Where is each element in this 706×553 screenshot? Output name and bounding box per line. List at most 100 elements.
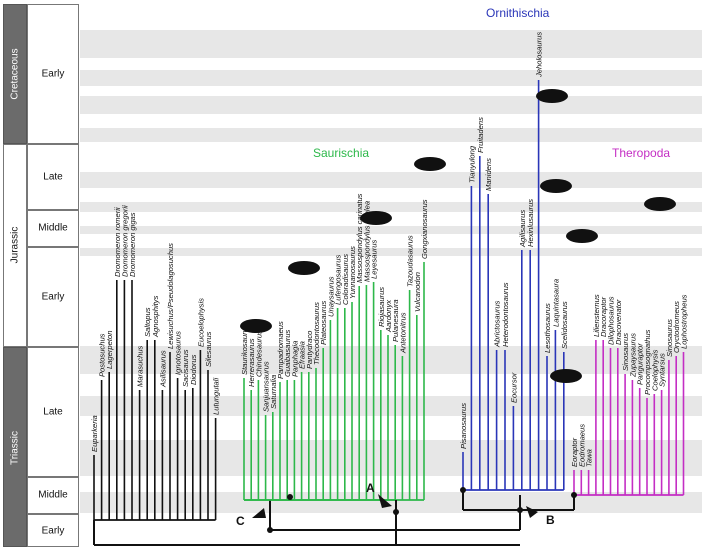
taxon-label: Postosuchus bbox=[98, 333, 107, 377]
epoch-label-cretaceous-early: Early bbox=[41, 68, 65, 80]
period-cell-cretaceous bbox=[3, 4, 27, 144]
taxon-label: Eucoelophysis bbox=[196, 298, 205, 347]
time-band bbox=[80, 226, 702, 234]
taxon-label: Panguraptor bbox=[636, 343, 645, 385]
taxon-label: Heterodontosaurus bbox=[501, 282, 510, 347]
epoch-cell-jurassic-middle bbox=[27, 210, 79, 247]
taxon-label: Gongxianosaurus bbox=[420, 199, 429, 259]
taxon-label: Herrerasaurus bbox=[247, 338, 256, 387]
taxon-label: Dromomeron romerii bbox=[113, 207, 122, 277]
dinosaur-silhouette-icon bbox=[550, 369, 582, 383]
taxon-label: Vulcanodon bbox=[413, 272, 422, 312]
node-marker-arrow-c bbox=[252, 508, 266, 518]
epoch-label-jurassic-middle: Middle bbox=[38, 222, 68, 234]
epoch-cell-cretaceous-early bbox=[27, 4, 79, 144]
taxon-label: Tawa bbox=[585, 449, 594, 467]
taxon-label: Pisanosaurus bbox=[459, 403, 468, 449]
dinosaur-silhouette-icon bbox=[540, 179, 572, 193]
taxon-label: Laquintasaura bbox=[551, 279, 560, 327]
node-marker-arrow-b bbox=[526, 506, 538, 518]
taxon-label: Fruitadens bbox=[476, 117, 485, 153]
taxon-label: Dracoraptor bbox=[599, 296, 608, 337]
epoch-label-triassic-late: Late bbox=[43, 406, 63, 418]
taxon-label: Saltopus bbox=[143, 307, 152, 337]
dinosaur-silhouette-icon bbox=[360, 211, 392, 225]
taxon-label: Asilisaurus bbox=[158, 350, 167, 388]
epoch-label-triassic-early: Early bbox=[41, 525, 65, 537]
node-dot bbox=[393, 509, 399, 515]
taxon-label: Lutungutali bbox=[212, 378, 221, 415]
dinosaur-silhouette-icon bbox=[414, 157, 446, 171]
time-band bbox=[80, 396, 702, 416]
taxon-label: Procompsognathus bbox=[643, 329, 652, 395]
taxon-label: Riojasaurus bbox=[377, 287, 386, 327]
taxon-label: Eocursor bbox=[509, 372, 518, 403]
taxon-label: Scelidosaurus bbox=[560, 301, 569, 349]
taxon-label: Saturnalia bbox=[269, 375, 278, 409]
epoch-label-jurassic-late: Late bbox=[43, 171, 63, 183]
taxon-label: Pantydraco bbox=[305, 331, 314, 369]
epoch-label-jurassic-early: Early bbox=[41, 291, 65, 303]
taxon-label: Dromomeron gregorii bbox=[120, 205, 129, 277]
taxon-label: Syntarsus bbox=[658, 353, 667, 387]
taxon-label: Tianyulong bbox=[467, 145, 476, 183]
taxon-label: Dilophosaurus bbox=[607, 296, 616, 345]
group-label-saurischia: Saurischia bbox=[313, 146, 370, 160]
taxon-label: Yunnanosaurus bbox=[348, 246, 357, 299]
taxon-label: Ignotosaurus bbox=[174, 331, 183, 375]
dinosaur-silhouette-icon bbox=[240, 319, 272, 333]
taxon-label: Liliensternus bbox=[592, 294, 601, 337]
taxon-label: Oryctodromeus bbox=[672, 301, 681, 353]
taxon-label: Chindesaurus bbox=[254, 330, 263, 377]
taxon-label: Staurikosaurus bbox=[240, 324, 249, 375]
taxon-label: Agilisaurus bbox=[518, 210, 527, 248]
node-marker-label-b: B bbox=[546, 513, 555, 527]
taxon-label: Coelophysis bbox=[650, 349, 659, 391]
group-label-theropoda: Theropoda bbox=[612, 146, 671, 160]
taxon-label: Eodromaeus bbox=[577, 424, 586, 467]
taxon-label: Agnosphitys bbox=[151, 295, 160, 338]
taxon-label: Sinosaurus bbox=[621, 333, 630, 371]
period-label-jurassic: Jurassic bbox=[9, 226, 21, 264]
taxon-label: Dromomeron gigas bbox=[128, 212, 137, 277]
time-band bbox=[80, 492, 702, 513]
node-dot bbox=[287, 494, 293, 500]
taxon-label: Eoraptor bbox=[570, 437, 579, 467]
taxon-label: Hexinlusaurus bbox=[526, 199, 535, 247]
taxon-label: Zupaysaurus bbox=[628, 333, 637, 378]
taxon-label: Jeholosaurus bbox=[535, 32, 544, 78]
epoch-cell-triassic-middle bbox=[27, 477, 79, 514]
time-band bbox=[80, 346, 702, 374]
taxon-label: Pampadromaeus bbox=[276, 321, 285, 379]
time-band bbox=[80, 202, 702, 212]
node-marker-arrow-a bbox=[378, 494, 392, 508]
time-band bbox=[80, 96, 702, 114]
taxon-label: Marasuchus bbox=[136, 345, 145, 387]
node-dot bbox=[460, 487, 466, 493]
node-marker-label-a: A bbox=[366, 481, 375, 495]
time-band bbox=[80, 172, 702, 188]
taxon-label: Sinosaurus bbox=[665, 319, 674, 357]
node-dot bbox=[571, 492, 577, 498]
taxon-label: Sacisaurus bbox=[181, 349, 190, 387]
taxon-label: Guaibasaurus bbox=[283, 330, 292, 377]
taxon-label: Leyesaurus bbox=[370, 240, 379, 279]
taxon-label: Massospondylus kaalea bbox=[362, 201, 371, 282]
time-band bbox=[80, 248, 702, 256]
taxon-label: Aardonyx bbox=[384, 299, 393, 333]
taxon-label: Lesothosaurus bbox=[543, 303, 552, 353]
taxon-label: Pulanesaura bbox=[391, 299, 400, 342]
dinosaur-silhouette-icon bbox=[288, 261, 320, 275]
taxon-label: Massospondylus carinatus bbox=[355, 193, 364, 283]
taxon-label: Antetonitrus bbox=[398, 312, 407, 354]
node-dot bbox=[267, 527, 273, 533]
period-label-triassic: Triassic bbox=[9, 430, 21, 466]
time-band bbox=[80, 128, 702, 142]
taxon-label: Sanjuansaurus bbox=[262, 361, 271, 412]
taxon-label: Manidens bbox=[484, 158, 493, 191]
dinosaur-silhouette-icon bbox=[566, 229, 598, 243]
dinosaur-silhouette-icon bbox=[644, 197, 676, 211]
taxon-label: Thecodontosaurus bbox=[312, 302, 321, 365]
